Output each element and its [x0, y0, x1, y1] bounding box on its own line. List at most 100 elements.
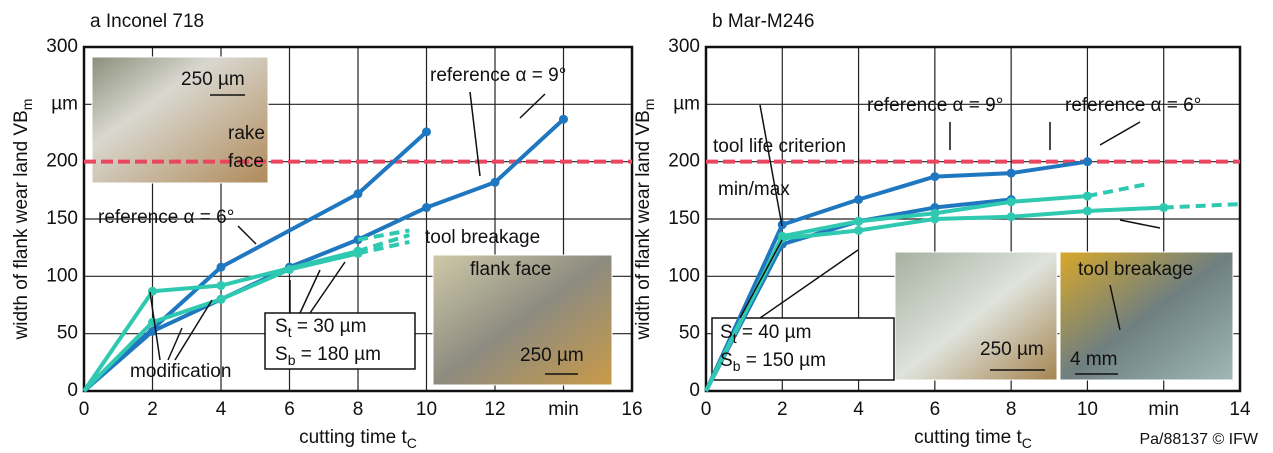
annotation-part: face — [228, 151, 264, 172]
annotation-part: reference α = 9° — [430, 65, 566, 86]
data-point — [216, 294, 226, 304]
annotation-sub: t — [733, 330, 737, 346]
annotation: reference α = 9° — [430, 65, 566, 86]
annotation: min/max — [718, 179, 790, 200]
annotation-part: = 30 µm — [292, 316, 367, 337]
annotation: reference α = 6° — [98, 207, 234, 228]
annotation: face — [228, 151, 264, 172]
annotation: reference α = 6° — [1065, 95, 1201, 116]
y-axis-label-part: width of flank wear land VB — [633, 110, 654, 340]
annotation-part: = 150 µm — [740, 350, 825, 371]
annotation: tool breakage — [425, 227, 540, 248]
data-point — [1006, 197, 1016, 207]
data-point — [559, 114, 568, 124]
annotation-part: S — [720, 322, 733, 343]
data-point — [777, 233, 787, 243]
data-point — [1006, 212, 1016, 222]
series-line — [357, 233, 410, 254]
y-axis-label-sub: m — [641, 99, 657, 111]
leader-line — [469, 91, 481, 177]
annotation-sub: b — [288, 352, 296, 368]
x-axis-label-part: cutting time t — [299, 427, 407, 448]
series-line — [82, 117, 565, 393]
photo-inset — [894, 251, 1058, 381]
y-tick-label: 100 — [46, 265, 78, 286]
photo-inset — [1059, 251, 1234, 381]
series-line — [357, 239, 410, 256]
y-tick-label: 0 — [689, 380, 700, 401]
data-point — [1082, 206, 1092, 216]
annotation-part: modification — [130, 361, 231, 382]
series-line — [357, 228, 410, 242]
leader-line — [299, 269, 321, 314]
annotation: St = 40 µm — [720, 322, 811, 346]
data-point — [930, 172, 940, 182]
y-axis-label: width of flank wear land VBm — [633, 99, 657, 341]
x-tick-label: 2 — [777, 399, 788, 420]
annotation-part: 4 mm — [1070, 349, 1118, 370]
data-point — [854, 216, 864, 226]
data-point — [854, 195, 864, 205]
y-axis-label: width of flank wear land VBm — [11, 99, 35, 341]
annotation-part: tool breakage — [1078, 259, 1193, 280]
data-point — [285, 264, 294, 274]
annotation-part: S — [275, 316, 288, 337]
annotation-part: reference α = 6° — [1065, 95, 1201, 116]
series-line — [1163, 202, 1241, 210]
y-tick-label: 300 — [46, 36, 78, 57]
annotation: reference α = 9° — [867, 95, 1003, 116]
annotation-part: rake — [228, 123, 265, 144]
x-axis-label: cutting time tC — [299, 427, 417, 451]
x-tick-label: 10 — [1077, 399, 1098, 420]
annotation: 250 µm — [520, 345, 584, 366]
y-tick-label: µm — [51, 93, 78, 114]
annotation-part: = 40 µm — [737, 322, 812, 343]
leader-line — [1119, 219, 1161, 229]
leader-line — [149, 291, 161, 361]
photo-inset — [432, 254, 613, 386]
x-tick-label: 12 — [484, 399, 505, 420]
x-tick-label: 4 — [216, 399, 227, 420]
annotation-part: 250 µm — [520, 345, 584, 366]
data-point — [216, 281, 226, 291]
x-tick-label: 6 — [284, 399, 295, 420]
annotation: flank face — [470, 259, 551, 280]
data-point — [422, 127, 431, 137]
series-line — [1087, 182, 1146, 199]
data-point — [930, 214, 940, 224]
series-line — [704, 159, 1088, 392]
y-tick-label: 150 — [46, 208, 78, 229]
annotation: 4 mm — [1070, 349, 1118, 370]
annotation: Sb = 180 µm — [275, 344, 381, 368]
y-tick-label: 50 — [679, 323, 700, 344]
x-tick-label: min — [1148, 399, 1179, 420]
y-tick-label: µm — [673, 93, 700, 114]
y-tick-label: 50 — [57, 323, 78, 344]
data-point — [854, 225, 864, 235]
text-box — [264, 312, 416, 370]
x-tick-label: 0 — [701, 399, 712, 420]
annotation: tool life criterion — [713, 136, 846, 157]
y-tick-label: 150 — [668, 208, 700, 229]
annotation-part: = 180 µm — [295, 344, 380, 365]
leader-line — [759, 249, 859, 319]
annotation-part: flank face — [470, 259, 551, 280]
x-tick-label: 16 — [621, 399, 642, 420]
y-axis-label-sub: m — [19, 99, 35, 111]
x-tick-label: 10 — [416, 399, 437, 420]
x-axis-label-sub: C — [407, 435, 417, 451]
leader-line — [237, 225, 257, 245]
data-point — [1006, 168, 1016, 178]
annotation-part: reference α = 9° — [867, 95, 1003, 116]
plot-frame — [82, 45, 634, 393]
annotation: Sb = 150 µm — [720, 350, 826, 374]
x-tick-label: 2 — [147, 399, 158, 420]
data-point — [148, 286, 157, 296]
x-tick-label: 14 — [1229, 399, 1251, 420]
annotation-sub: b — [733, 358, 741, 374]
leader-line — [309, 261, 346, 314]
annotation-part: 250 µm — [181, 69, 245, 90]
leader-line — [167, 327, 183, 361]
data-point — [422, 203, 431, 213]
